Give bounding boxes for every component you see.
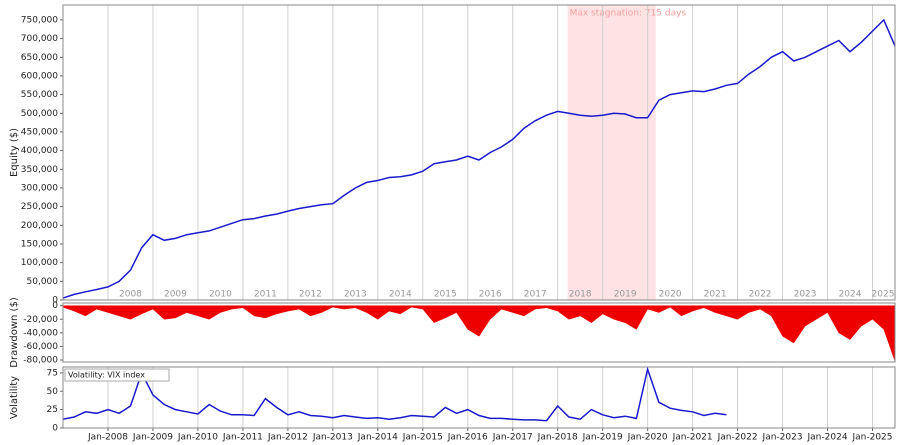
x-tick-label: Jan-2010 bbox=[177, 433, 218, 443]
y-tick-label: 250,000 bbox=[21, 202, 58, 212]
x-tick-label: Jan-2013 bbox=[312, 433, 353, 443]
y-axis-label: Volatility bbox=[9, 376, 20, 419]
x-tick-label: Jan-2018 bbox=[537, 433, 578, 443]
y-tick-label: 650,000 bbox=[21, 53, 58, 63]
year-label: 2019 bbox=[614, 290, 637, 300]
y-tick-label: 200,000 bbox=[21, 221, 58, 231]
y-tick-label: 450,000 bbox=[21, 127, 58, 137]
x-tick-label: Jan-2020 bbox=[627, 433, 668, 443]
x-tick-label: Jan-2021 bbox=[672, 433, 713, 443]
year-label: 2023 bbox=[794, 290, 817, 300]
year-label: 2021 bbox=[704, 290, 727, 300]
y-tick-label: -20,000 bbox=[23, 315, 58, 325]
y-tick-label: 50,000 bbox=[27, 277, 59, 287]
x-tick-label: Jan-2008 bbox=[87, 433, 128, 443]
x-tick-label: Jan-2024 bbox=[807, 433, 848, 443]
year-label: 2025 bbox=[872, 290, 895, 300]
x-tick-label: Jan-2017 bbox=[492, 433, 533, 443]
series-line bbox=[62, 18, 896, 299]
y-tick-label: 600,000 bbox=[21, 71, 58, 81]
panel-frame bbox=[62, 4, 896, 301]
legend-box bbox=[64, 368, 170, 382]
year-label: 2017 bbox=[524, 290, 547, 300]
year-label: 2022 bbox=[749, 290, 772, 300]
x-tick-label: Jan-2014 bbox=[357, 433, 398, 443]
year-label: 2014 bbox=[389, 290, 412, 300]
stagnation-shade bbox=[567, 5, 656, 300]
year-label: 2015 bbox=[434, 290, 457, 300]
x-tick-label: Jan-2023 bbox=[762, 433, 803, 443]
x-tick-label: Jan-2016 bbox=[447, 433, 488, 443]
year-label: 2011 bbox=[254, 290, 277, 300]
x-tick-label: Jan-2015 bbox=[402, 433, 443, 443]
y-axis-label: Equity ($) bbox=[9, 128, 20, 177]
y-tick-label: 75 bbox=[47, 368, 58, 378]
y-tick-label: 300,000 bbox=[21, 183, 58, 193]
year-label: 2016 bbox=[479, 290, 502, 300]
y-axis-label: Drawdown ($) bbox=[9, 297, 20, 368]
y-tick-label: 100,000 bbox=[21, 258, 58, 268]
y-tick-label: 25 bbox=[47, 405, 58, 415]
y-tick-label: 0 bbox=[52, 296, 58, 306]
panel-frame bbox=[62, 302, 896, 363]
y-tick-label: 50 bbox=[47, 387, 59, 397]
y-tick-label: 700,000 bbox=[21, 34, 58, 44]
year-label: 2020 bbox=[659, 290, 682, 300]
legend-label: Volatility: VIX index bbox=[68, 371, 145, 380]
y-tick-label: -60,000 bbox=[23, 342, 58, 352]
panel-background bbox=[63, 5, 895, 300]
year-label: 2013 bbox=[344, 290, 367, 300]
y-tick-label: -80,000 bbox=[23, 355, 58, 365]
year-label: 2010 bbox=[209, 290, 232, 300]
year-label: 2008 bbox=[119, 290, 142, 300]
y-tick-label: 150,000 bbox=[21, 239, 58, 249]
x-tick-label: Jan-2025 bbox=[851, 433, 892, 443]
x-tick-label: Jan-2022 bbox=[717, 433, 758, 443]
y-tick-label: 350,000 bbox=[21, 165, 58, 175]
year-label: 2012 bbox=[299, 290, 322, 300]
series-area bbox=[62, 305, 896, 362]
y-tick-label: -40,000 bbox=[23, 328, 58, 338]
x-tick-label: Jan-2009 bbox=[132, 433, 173, 443]
x-tick-label: Jan-2012 bbox=[267, 433, 308, 443]
y-tick-label: 400,000 bbox=[21, 146, 58, 156]
series-line bbox=[62, 366, 727, 422]
x-tick-label: Jan-2019 bbox=[582, 433, 623, 443]
year-label: 2024 bbox=[839, 290, 862, 300]
stagnation-label: Max stagnation: 715 days bbox=[570, 9, 687, 19]
y-tick-label: 500,000 bbox=[21, 109, 58, 119]
panel-background bbox=[63, 367, 895, 428]
x-tick-label: Jan-2011 bbox=[222, 433, 263, 443]
y-tick-label: 0 bbox=[52, 301, 58, 311]
y-tick-label: 550,000 bbox=[21, 90, 58, 100]
panel-frame bbox=[62, 366, 896, 429]
y-tick-label: 750,000 bbox=[21, 15, 58, 25]
year-label: 2009 bbox=[164, 290, 187, 300]
y-tick-label: 0 bbox=[52, 424, 58, 434]
year-label: 2018 bbox=[569, 290, 592, 300]
